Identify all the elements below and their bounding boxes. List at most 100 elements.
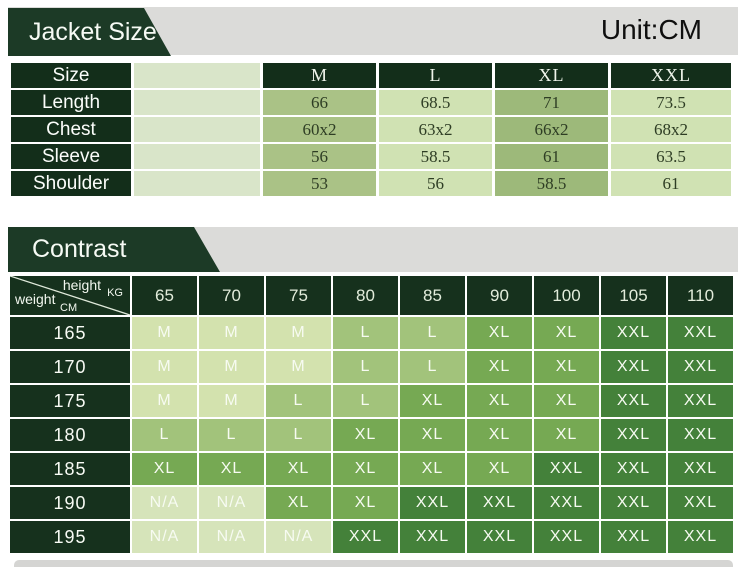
contrast-size-cell: XXL [668,385,733,417]
size-row-label: Sleeve [11,144,131,169]
contrast-size-cell: XL [534,317,599,349]
contrast-row-label: 185 [10,453,130,485]
contrast-size-cell: M [266,351,331,383]
contrast-table-row: 195 N/A N/A N/A XXL XXL XXL XXL XXL XXL [10,521,733,553]
contrast-size-cell: XXL [601,521,666,553]
size-empty-cell [134,117,260,142]
size-value-cell: 66 [263,90,376,115]
contrast-size-cell: XL [467,419,532,451]
size-value-cell: 61 [611,171,731,196]
contrast-size-cell: XXL [601,351,666,383]
corner-height-label: height [62,277,101,293]
contrast-size-cell: XXL [668,351,733,383]
size-value-cell: 58.5 [495,171,608,196]
contrast-title: Contrast [32,235,127,263]
contrast-size-cell: XL [534,419,599,451]
contrast-size-cell: XXL [534,453,599,485]
contrast-size-cell: M [199,385,264,417]
size-value-cell: 68x2 [611,117,731,142]
contrast-row-label: 165 [10,317,130,349]
contrast-size-cell: XXL [400,521,465,553]
contrast-size-cell: M [199,351,264,383]
contrast-size-cell: L [400,317,465,349]
contrast-row-label: 195 [10,521,130,553]
contrast-size-cell: XXL [534,521,599,553]
contrast-column-header-80: 80 [333,276,398,315]
contrast-size-cell: M [199,317,264,349]
contrast-size-cell: XL [333,487,398,519]
size-empty-cell [134,90,260,115]
contrast-size-cell: XL [266,487,331,519]
contrast-size-cell: N/A [132,521,197,553]
contrast-size-cell: XL [333,453,398,485]
contrast-size-cell: XXL [333,521,398,553]
size-value-cell: 56 [379,171,492,196]
size-value-cell: 58.5 [379,144,492,169]
corner-kg-unit: KG [107,287,123,299]
contrast-size-cell: XXL [400,487,465,519]
size-value-cell: 71 [495,90,608,115]
contrast-size-cell: L [333,351,398,383]
jacket-size-title: Jacket Size [29,18,157,46]
size-value-cell: 63x2 [379,117,492,142]
size-corner-header: Size [11,63,131,88]
contrast-size-cell: M [132,385,197,417]
contrast-table-row: 170 M M M L L XL XL XXL XXL [10,351,733,383]
size-column-header-xxl: XXL [611,63,731,88]
contrast-size-cell: XXL [668,317,733,349]
contrast-corner-cell: height KG weight CM [10,276,130,315]
contrast-column-header-110: 110 [668,276,733,315]
contrast-size-cell: XL [534,351,599,383]
contrast-size-cell: XL [266,453,331,485]
contrast-size-cell: XL [467,317,532,349]
next-section-edge [14,560,733,567]
diagonal-divider [10,276,130,315]
size-value-cell: 53 [263,171,376,196]
contrast-table-row: 185 XL XL XL XL XL XL XXL XXL XXL [10,453,733,485]
jacket-size-title-banner: Jacket Size [8,8,171,56]
contrast-size-cell: XXL [601,419,666,451]
contrast-size-cell: XXL [668,453,733,485]
size-value-cell: 61 [495,144,608,169]
size-value-cell: 63.5 [611,144,731,169]
size-column-header-m: M [263,63,376,88]
contrast-size-cell: M [132,317,197,349]
contrast-table: height KG weight CM 65 70 75 80 85 90 100 105 11… [8,274,735,555]
contrast-size-cell: L [400,351,465,383]
contrast-column-header-90: 90 [467,276,532,315]
contrast-column-header-105: 105 [601,276,666,315]
corner-weight-label: weight [15,291,56,307]
contrast-size-cell: N/A [266,521,331,553]
contrast-size-cell: XL [132,453,197,485]
contrast-row-label: 175 [10,385,130,417]
contrast-size-cell: XL [467,351,532,383]
contrast-size-cell: N/A [132,487,197,519]
size-value-cell: 56 [263,144,376,169]
contrast-size-cell: L [266,385,331,417]
contrast-size-cell: XXL [467,521,532,553]
contrast-table-row: 180 L L L XL XL XL XL XXL XXL [10,419,733,451]
contrast-size-cell: XXL [534,487,599,519]
size-empty-cell [134,63,260,88]
size-column-header-l: L [379,63,492,88]
size-column-header-xl: XL [495,63,608,88]
size-value-cell: 68.5 [379,90,492,115]
size-table-row: Length 66 68.5 71 73.5 [11,90,731,115]
contrast-size-cell: XL [333,419,398,451]
contrast-size-cell: XL [400,385,465,417]
contrast-size-cell: N/A [199,487,264,519]
contrast-size-cell: N/A [199,521,264,553]
size-empty-cell [134,144,260,169]
size-row-label: Length [11,90,131,115]
contrast-size-cell: L [266,419,331,451]
size-row-label: Shoulder [11,171,131,196]
contrast-size-cell: XXL [668,521,733,553]
contrast-row-label: 190 [10,487,130,519]
contrast-size-cell: XXL [601,453,666,485]
contrast-size-cell: XL [467,453,532,485]
contrast-size-cell: L [333,317,398,349]
contrast-size-cell: M [266,317,331,349]
contrast-size-cell: M [132,351,197,383]
size-table-row: Chest 60x2 63x2 66x2 68x2 [11,117,731,142]
